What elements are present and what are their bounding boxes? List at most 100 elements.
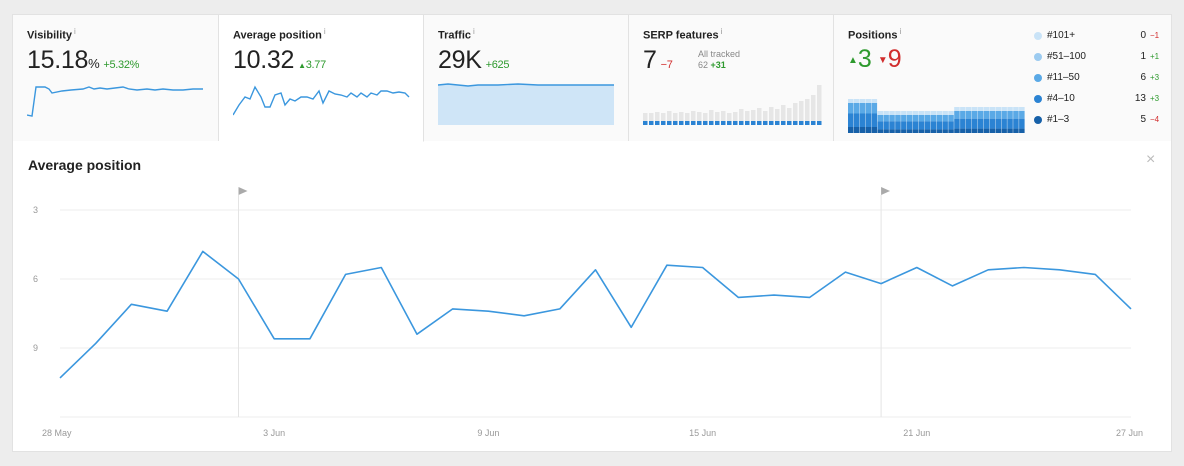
positions-bar-segment [912, 129, 919, 133]
data-point[interactable] [90, 337, 102, 349]
positions-bar-segment [930, 129, 937, 133]
data-point[interactable] [768, 289, 780, 301]
positions-bar-segment [871, 99, 878, 103]
positions-bar-segment [1019, 111, 1025, 119]
legend-item[interactable]: #11–50 6 +3 [1034, 71, 1164, 92]
data-point[interactable] [233, 273, 245, 285]
data-point[interactable] [482, 305, 494, 317]
data-point[interactable] [875, 278, 887, 290]
positions-bar-segment [942, 111, 948, 115]
legend-item[interactable]: #101+ 0 −1 [1034, 29, 1164, 50]
info-icon[interactable]: i [74, 27, 76, 36]
legend-label: #51–100 [1047, 51, 1086, 62]
serp-bar [697, 121, 702, 125]
flag-icon[interactable] [881, 187, 891, 195]
positions-bar-segment [912, 121, 919, 130]
data-point[interactable] [375, 262, 387, 274]
positions-bar-segment [871, 103, 878, 114]
y-tick-label: 9 [33, 343, 38, 353]
data-point[interactable] [1018, 262, 1030, 274]
positions-bar-segment [889, 115, 895, 122]
data-point[interactable] [554, 303, 566, 315]
serp-bar-bg [757, 108, 762, 125]
card-average-position[interactable]: Average position i 10.32 ▲3.77 [219, 15, 424, 142]
data-point[interactable] [411, 328, 423, 340]
card-positions[interactable]: Positions i ▲3 ▼9 #101+ 0 −1 #51–100 1 +1 #11–50… [834, 15, 1171, 141]
serp-bar [751, 121, 756, 125]
positions-bar-segment [877, 111, 883, 115]
data-point[interactable] [54, 372, 66, 384]
data-point[interactable] [911, 262, 923, 274]
positions-bar-segment [930, 121, 937, 130]
legend-item[interactable]: #1–3 5 −4 [1034, 113, 1164, 134]
serp-bar [661, 121, 666, 125]
traffic-value: 29K +625 [438, 46, 510, 74]
legend-count: 13 [1134, 93, 1146, 104]
serp-bar-bg [763, 111, 768, 125]
info-icon[interactable]: i [720, 27, 723, 36]
serp-bar-bg [799, 101, 804, 125]
data-point[interactable] [340, 268, 352, 280]
data-point[interactable] [590, 264, 602, 276]
positions-bar-segment [1001, 107, 1007, 111]
data-point[interactable] [732, 291, 744, 303]
close-icon[interactable]: × [1146, 151, 1156, 168]
serp-bar-bg [661, 113, 666, 125]
serp-bar-bg [739, 109, 744, 125]
card-traffic[interactable]: Traffic i 29K +625 [424, 15, 629, 141]
serp-bar [685, 121, 690, 125]
data-point[interactable] [447, 303, 459, 315]
positions-bar-segment [954, 118, 960, 129]
data-point[interactable] [1089, 268, 1101, 280]
data-point[interactable] [697, 262, 709, 274]
positions-bar-segment [1001, 118, 1007, 129]
legend-label: #1–3 [1047, 114, 1070, 125]
serp-bar-bg [793, 103, 798, 125]
data-point[interactable] [518, 310, 530, 322]
positions-bar-segment [948, 129, 954, 133]
card-title: Positions i [848, 27, 902, 42]
positions-bar-segment [848, 103, 854, 114]
positions-bar-segment [901, 115, 907, 122]
serp-bar-bg [787, 108, 792, 125]
positions-bar-segment [1001, 128, 1007, 133]
positions-bar-segment [960, 128, 966, 133]
data-point[interactable] [161, 305, 173, 317]
positions-bar-segment [918, 129, 925, 133]
average-position-sparkline [233, 85, 410, 116]
positions-bar-segment [936, 115, 942, 122]
data-point[interactable] [125, 298, 137, 310]
legend-dot [1034, 53, 1042, 61]
info-icon[interactable]: i [473, 27, 475, 36]
data-point[interactable] [268, 333, 280, 345]
positions-bar-segment [877, 121, 883, 130]
data-point[interactable] [197, 245, 209, 257]
positions-bar-segment [853, 99, 860, 103]
data-point[interactable] [947, 280, 959, 292]
data-point[interactable] [304, 333, 316, 345]
serp-bar-bg [643, 113, 648, 125]
data-point[interactable] [625, 321, 637, 333]
positions-bar-segment [924, 121, 931, 130]
legend-label: #4–10 [1047, 93, 1075, 104]
legend-item[interactable]: #51–100 1 +1 [1034, 50, 1164, 71]
data-point[interactable] [1054, 264, 1066, 276]
data-point[interactable] [1125, 303, 1137, 315]
data-point[interactable] [839, 266, 851, 278]
info-icon[interactable]: i [323, 27, 326, 36]
card-title: Average position i [233, 27, 326, 42]
positions-bar-segment [912, 111, 919, 115]
data-point[interactable] [661, 259, 673, 271]
positions-bar-segment [907, 111, 913, 115]
info-icon[interactable]: i [899, 27, 902, 36]
data-point[interactable] [804, 291, 816, 303]
legend-change: +1 [1150, 52, 1160, 61]
positions-bar-segment [1007, 128, 1013, 133]
legend-item[interactable]: #4–10 13 +3 [1034, 92, 1164, 113]
traffic-sparkline [438, 83, 614, 125]
card-visibility[interactable]: Visibility i 15.18% +5.32% [13, 15, 219, 141]
serp-bar-bg [727, 113, 732, 125]
card-serp-features[interactable]: SERP features i 7 −7 All tracked 62 +31 [629, 15, 834, 141]
data-point[interactable] [982, 264, 994, 276]
flag-icon[interactable] [238, 187, 248, 195]
